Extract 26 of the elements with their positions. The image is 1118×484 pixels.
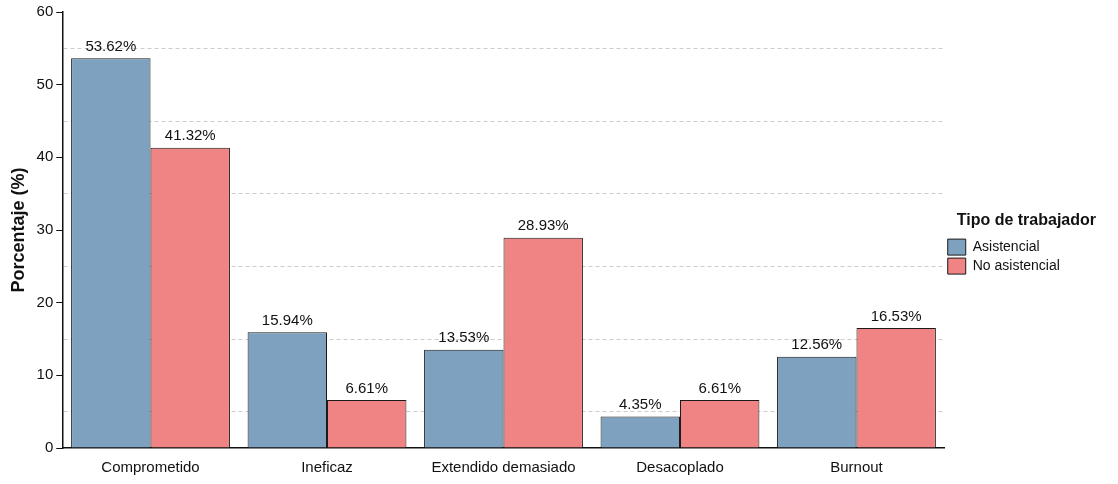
x-tick-label: Ineficaz: [301, 458, 353, 476]
data-label: 41.32%: [164, 126, 216, 144]
legend-label: Asistencial: [972, 237, 1040, 254]
data-label: 28.93%: [517, 216, 569, 234]
x-tick-label: Comprometido: [101, 458, 200, 476]
data-label: 6.61%: [345, 378, 388, 396]
data-label: 15.94%: [261, 310, 313, 328]
data-label: 13.53%: [438, 328, 490, 346]
data-label: 53.62%: [85, 37, 137, 54]
y-tick-label: 30: [36, 220, 54, 238]
y-tick-label: 10: [36, 365, 54, 383]
y-tick-label: 50: [36, 74, 54, 92]
y-tick-label: 0: [44, 438, 54, 456]
x-tick-label: Burnout: [830, 458, 884, 476]
legend-label: No asistencial: [972, 256, 1060, 273]
data-label: 6.61%: [698, 378, 741, 396]
legend-title: Tipo de trabajador: [956, 211, 1096, 229]
y-tick-label: 40: [36, 147, 54, 165]
data-label: 16.53%: [870, 306, 922, 324]
data-label: 4.35%: [619, 395, 662, 413]
x-tick-label: Extendido demasiado: [431, 458, 576, 476]
y-tick-label: 20: [36, 292, 54, 310]
y-tick-label: 60: [36, 2, 54, 20]
data-label: 12.56%: [791, 335, 843, 353]
x-tick-label: Desacoplado: [636, 458, 724, 476]
y-axis-title: Porcentaje (%): [7, 167, 28, 293]
